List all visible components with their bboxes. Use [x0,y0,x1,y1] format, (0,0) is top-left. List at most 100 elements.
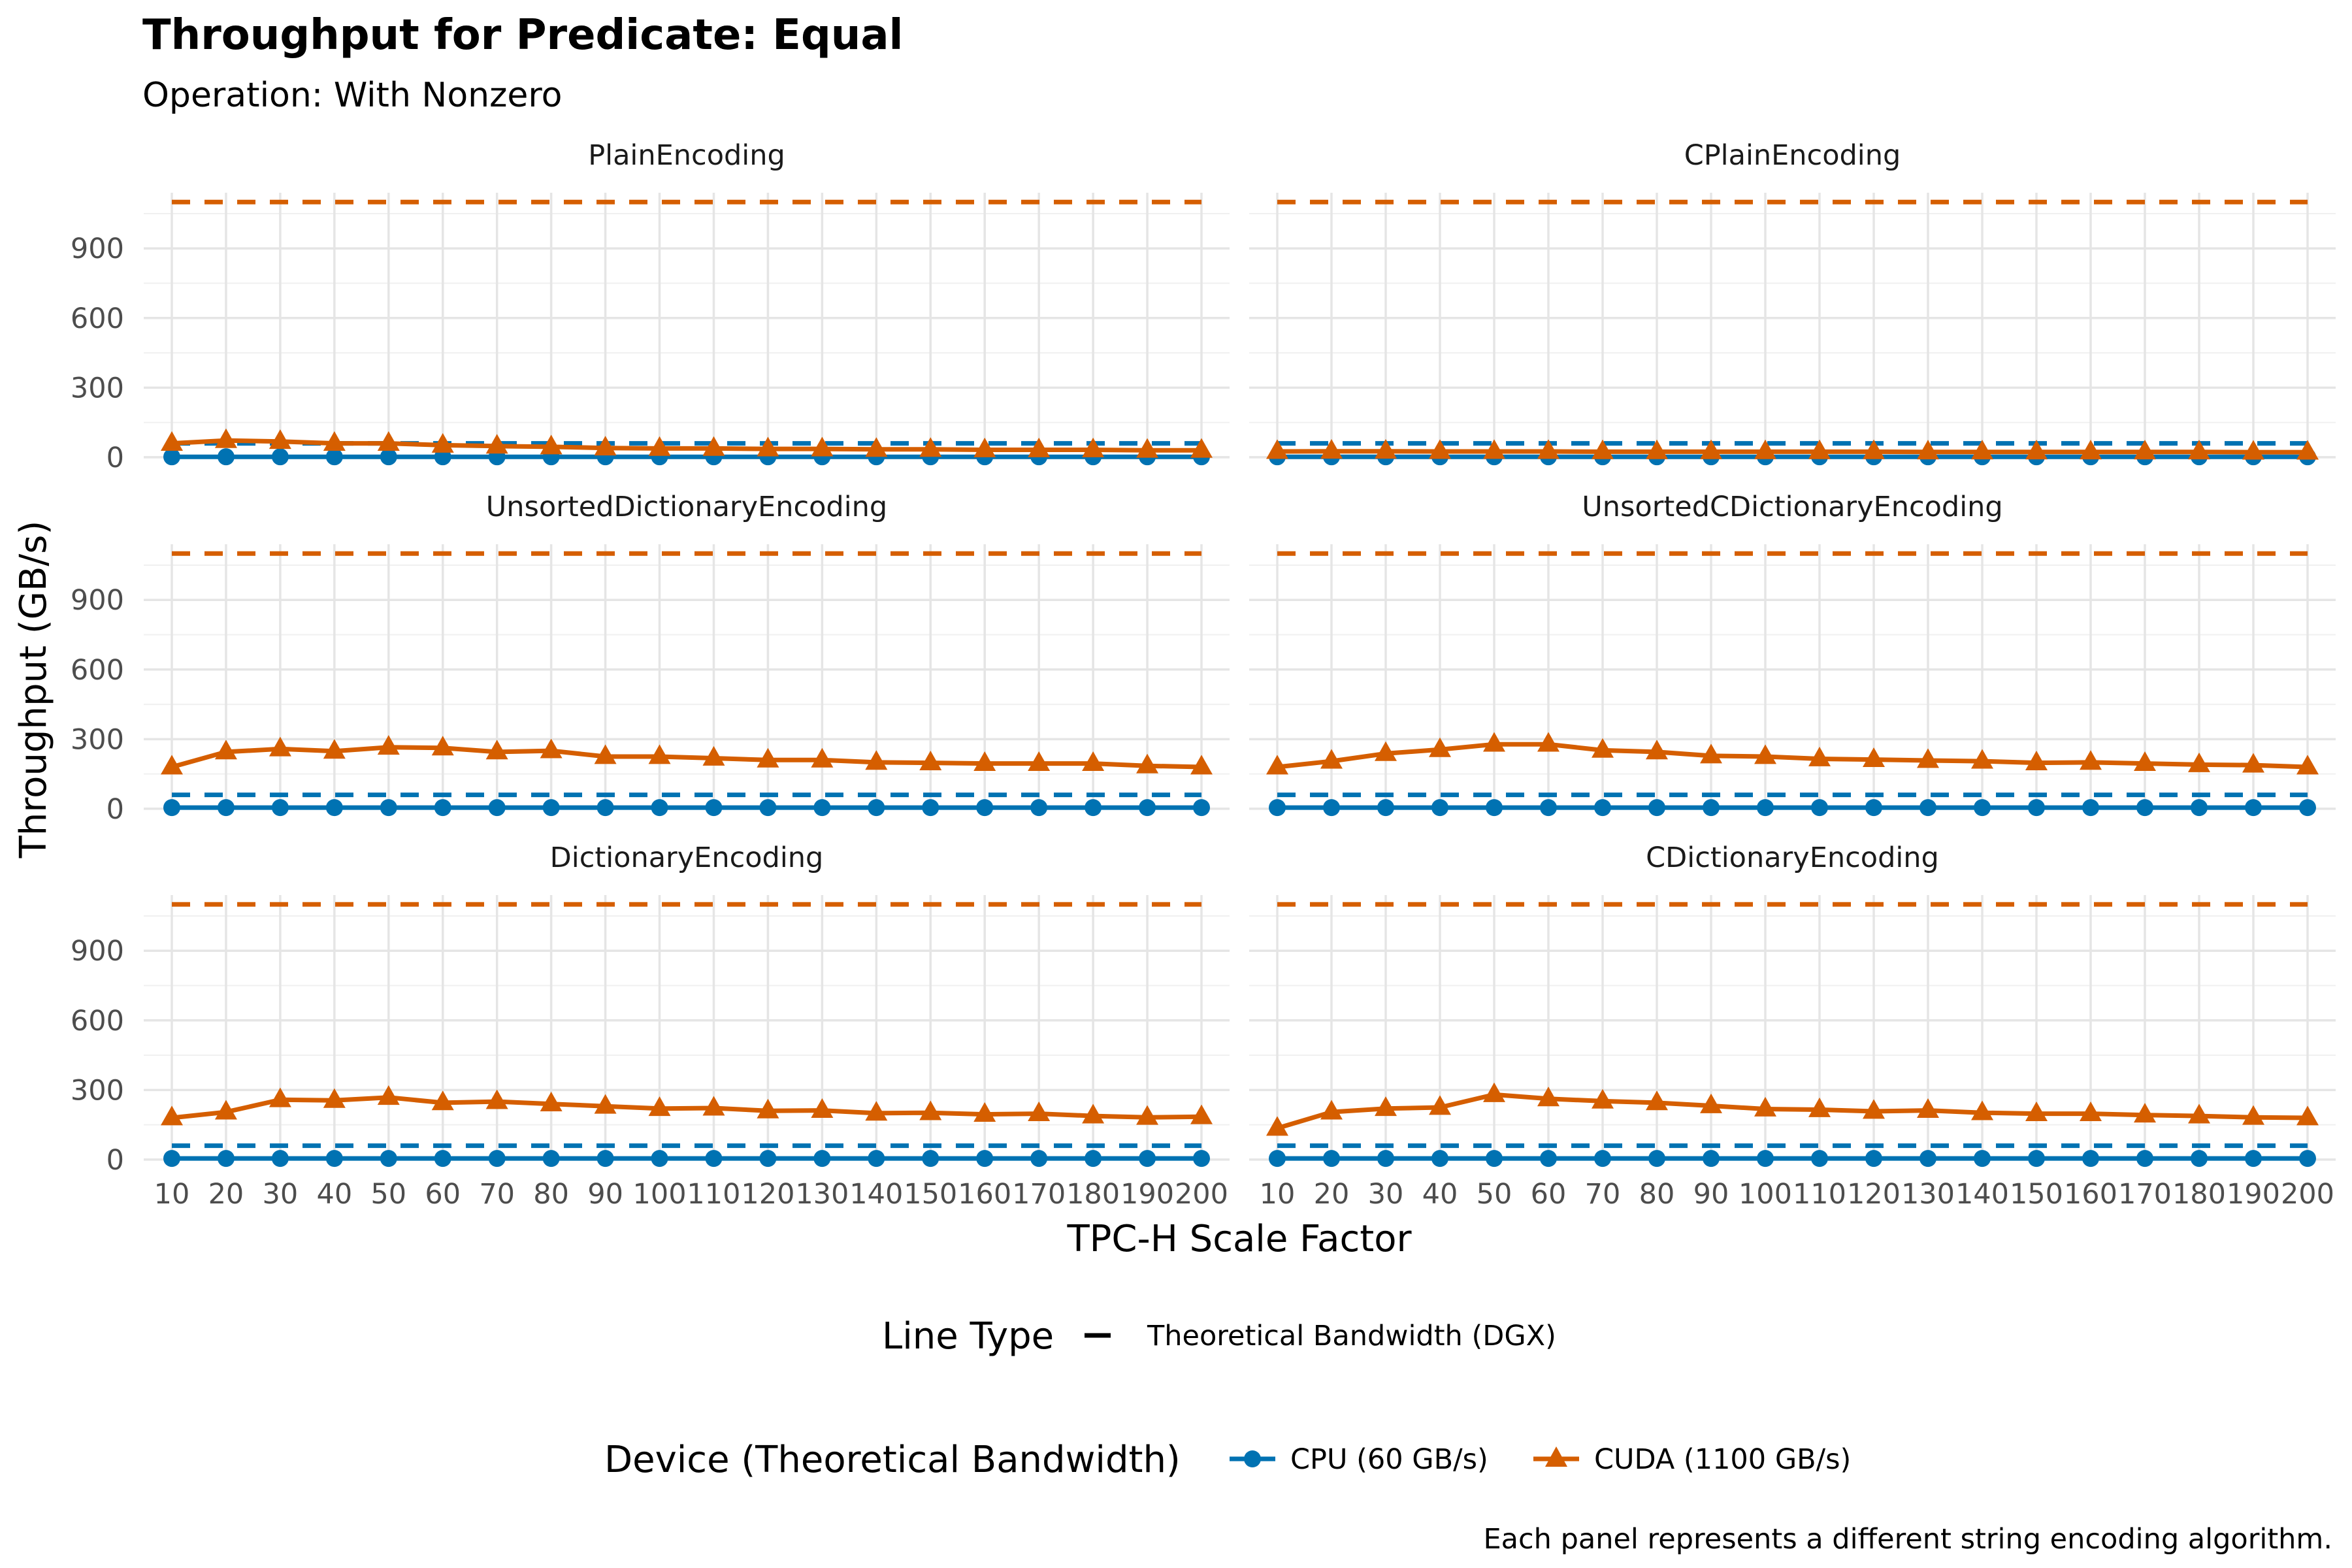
cuda-point [2296,1105,2319,1126]
x-tick-label: 30 [1368,1178,1404,1211]
cpu-point [1193,799,1210,817]
x-tick-label: 110 [1793,1178,1846,1211]
cpu-point [2028,1150,2045,1168]
cuda-point [1646,439,1668,459]
cpu-point [325,799,343,817]
cuda-point [2080,1101,2102,1121]
x-tick-label: 50 [1477,1178,1512,1211]
cuda-point [811,436,834,457]
cuda-point [1537,732,1560,752]
cpu-point [2136,1150,2153,1168]
cuda-point [1082,751,1105,772]
x-tick-label: 180 [1066,1178,1120,1211]
cuda-point [431,736,454,756]
cuda-point [161,431,183,451]
cpu-point [1193,1150,1210,1168]
panel-UnsortedDictionaryEncoding: UnsortedDictionaryEncoding 0 300 600 900 [71,491,1230,826]
cpu-point [163,448,180,466]
cpu-point [705,1150,723,1168]
cuda-point [431,433,454,453]
y-tick-label: 900 [71,584,124,617]
cuda-point [2025,440,2048,460]
cpu-point [1323,799,1340,817]
cuda-point [1537,1086,1560,1107]
cuda-point [540,1092,563,1112]
cuda-point [1483,732,1505,752]
cpu-point [163,1150,180,1168]
cpu-point [1139,1150,1156,1168]
cuda-point [485,434,508,454]
cuda-point [648,744,671,764]
panel-DictionaryEncoding: DictionaryEncoding 0 300 600 900 10 20 30 40 50 60… [71,841,1230,1211]
cuda-point [269,736,291,757]
cpu-point [217,1150,235,1168]
x-tick-label: 40 [316,1178,352,1211]
cpu-point [1323,1150,1340,1168]
cpu-point [1811,1150,1828,1168]
panel-PlainEncoding: PlainEncoding 0 300 600 900 [71,139,1230,474]
cpu-point [2191,799,2208,817]
x-tick-label: 200 [2281,1178,2334,1211]
cuda-point [1971,440,1993,460]
device-legend-title: Device (Theoretical Bandwidth) [604,1439,1181,1481]
cuda-point [1429,439,1451,459]
cpu-point [1085,1150,1102,1168]
cuda-point [161,755,183,775]
cuda-point [161,1105,183,1126]
cuda-point [1863,439,1885,459]
cpu-point [380,799,397,817]
cpu-point [325,448,343,466]
cuda-point [1592,1088,1614,1109]
cpu-point [1974,1150,1991,1168]
cpu-point [1030,799,1048,817]
cpu-point [380,448,397,466]
x-tick-label: 40 [1422,1178,1458,1211]
device-legend: Device (Theoretical Bandwidth) CPU (60 GB… [604,1439,1851,1481]
cpu-point [759,799,777,817]
cpu-point [271,1150,289,1168]
cpu-point [705,799,723,817]
x-tick-label: 30 [263,1178,299,1211]
cuda-point [1375,741,1397,761]
y-tick-label: 0 [106,1144,124,1177]
x-tick-label: 150 [2010,1178,2063,1211]
cuda-point [1808,439,1831,459]
panel-strip-label: DictionaryEncoding [550,841,824,874]
cpu-point [380,1150,397,1168]
cuda-point [973,1102,996,1122]
x-tick-label: 90 [1693,1178,1729,1211]
y-tick-label: 600 [71,654,124,687]
y-tick-label: 300 [71,372,124,404]
cuda-legend-marker [1545,1446,1567,1467]
y-tick-label: 0 [106,442,124,474]
cuda-point [1028,437,1051,457]
cpu-point [1865,799,1882,817]
cpu-point [434,799,451,817]
cuda-point [1136,1105,1159,1125]
panel-strip-label: UnsortedDictionaryEncoding [486,491,887,523]
cuda-point [702,436,725,456]
cuda-point [757,1098,779,1119]
cpu-point [976,799,994,817]
cpu-point [217,799,235,817]
cuda-legend-label: CUDA (1100 GB/s) [1594,1443,1851,1476]
cuda-point [865,1101,888,1121]
cpu-point [271,799,289,817]
cpu-point [976,1150,994,1168]
cpu-point [1377,1150,1394,1168]
x-tick-label: 190 [2227,1178,2280,1211]
cuda-point [1190,438,1213,458]
cpu-point [1431,1150,1448,1168]
cpu-point [2082,1150,2099,1168]
x-tick-label: 20 [1314,1178,1350,1211]
cpu-point [1648,1150,1665,1168]
cuda-point [1917,1098,1939,1118]
linetype-legend-label: Theoretical Bandwidth (DGX) [1147,1320,1556,1352]
cuda-point [2188,440,2210,460]
x-tick-label: 160 [2064,1178,2117,1211]
x-tick-label: 140 [849,1178,903,1211]
x-tick-label: 130 [795,1178,849,1211]
cuda-point [1375,1096,1397,1117]
cpu-point [1269,1150,1286,1168]
